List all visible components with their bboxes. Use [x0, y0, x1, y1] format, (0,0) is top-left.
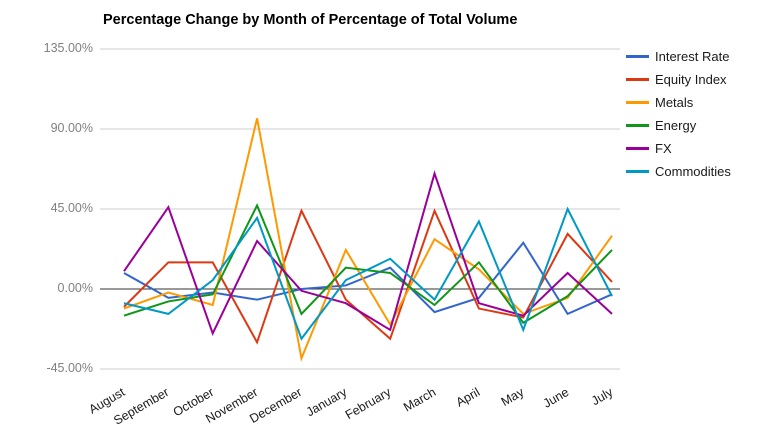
legend-label: Commodities — [655, 164, 731, 179]
legend-line-swatch — [626, 55, 649, 58]
y-tick-label: 45.00% — [50, 201, 93, 215]
legend-item-equity-index: Equity Index — [626, 71, 731, 88]
legend-line-swatch — [626, 124, 649, 127]
series-line-metals — [123, 118, 613, 362]
legend-item-metals: Metals — [626, 94, 731, 111]
series-line-commodities — [123, 206, 613, 341]
legend-line-swatch — [626, 170, 649, 173]
legend: Interest Rate Equity Index Metals Energy FX C… — [626, 48, 731, 186]
legend-label: Equity Index — [655, 72, 727, 87]
legend-line-swatch — [626, 147, 649, 150]
series-line-equity-index — [123, 208, 613, 345]
y-tick-label: 0.00% — [57, 281, 93, 295]
legend-line-swatch — [626, 101, 649, 104]
y-tick-label: 135.00% — [43, 41, 93, 55]
series-line-energy — [123, 203, 613, 325]
legend-line-swatch — [626, 78, 649, 81]
legend-item-energy: Energy — [626, 117, 731, 134]
chart-title: Percentage Change by Month of Percentage… — [103, 12, 518, 28]
legend-item-interest-rate: Interest Rate — [626, 48, 731, 65]
legend-label: Interest Rate — [655, 49, 730, 64]
series-line-fx — [123, 170, 613, 337]
legend-label: FX — [655, 141, 672, 156]
legend-item-fx: FX — [626, 140, 731, 157]
y-tick-label: -45.00% — [46, 361, 93, 375]
legend-label: Metals — [655, 95, 694, 110]
legend-item-commodities: Commodities — [626, 163, 731, 180]
y-tick-label: 90.00% — [50, 121, 93, 135]
series-line-interest-rate — [123, 241, 613, 316]
legend-label: Energy — [655, 118, 697, 133]
